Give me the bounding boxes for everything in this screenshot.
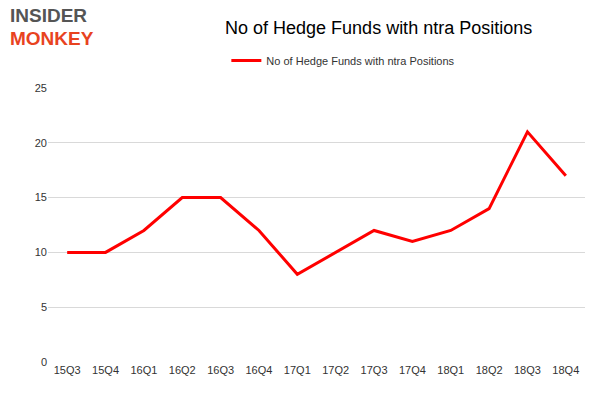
svg-text:15Q4: 15Q4 — [92, 364, 119, 376]
svg-text:16Q1: 16Q1 — [130, 364, 157, 376]
svg-text:MONKEY: MONKEY — [10, 28, 94, 49]
svg-text:18Q3: 18Q3 — [514, 364, 541, 376]
svg-text:10: 10 — [35, 246, 47, 258]
svg-text:18Q1: 18Q1 — [437, 364, 464, 376]
svg-text:15Q3: 15Q3 — [54, 364, 81, 376]
svg-text:18Q4: 18Q4 — [552, 364, 579, 376]
svg-text:17Q3: 17Q3 — [361, 364, 388, 376]
svg-text:17Q4: 17Q4 — [399, 364, 426, 376]
svg-text:5: 5 — [41, 301, 47, 313]
svg-text:16Q2: 16Q2 — [169, 364, 196, 376]
svg-text:20: 20 — [35, 137, 47, 149]
svg-text:INSIDER: INSIDER — [10, 5, 87, 26]
svg-text:25: 25 — [35, 82, 47, 94]
svg-text:No of Hedge Funds with ntra Po: No of Hedge Funds with ntra Positions — [266, 55, 454, 67]
svg-text:17Q1: 17Q1 — [284, 364, 311, 376]
svg-text:16Q4: 16Q4 — [245, 364, 272, 376]
svg-text:15: 15 — [35, 191, 47, 203]
svg-text:No of Hedge Funds with ntra Po: No of Hedge Funds with ntra Positions — [225, 18, 532, 38]
svg-text:17Q2: 17Q2 — [322, 364, 349, 376]
svg-text:0: 0 — [41, 356, 47, 368]
svg-text:18Q2: 18Q2 — [476, 364, 503, 376]
svg-text:16Q3: 16Q3 — [207, 364, 234, 376]
